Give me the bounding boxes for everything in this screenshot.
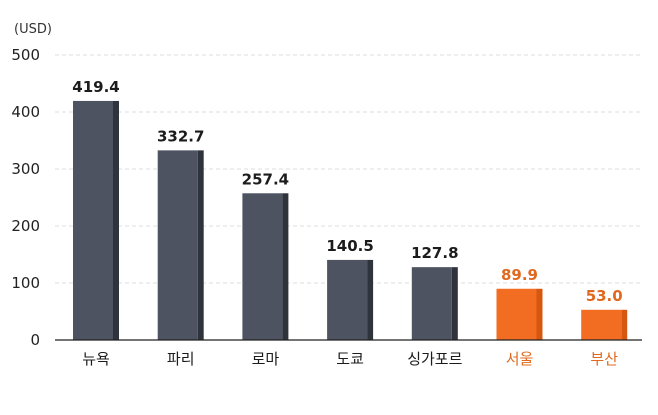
- bar-value-label: 419.4: [72, 78, 119, 96]
- y-axis-ticks: 0 100 200 300 400 500: [11, 46, 40, 349]
- y-tick-label: 400: [11, 103, 40, 121]
- bar-side: [451, 267, 458, 340]
- bar-side: [282, 193, 289, 340]
- bar-value-label: 332.7: [157, 127, 204, 145]
- y-tick-label: 500: [11, 46, 40, 64]
- category-label: 싱가포르: [407, 350, 462, 368]
- bar: [581, 309, 628, 340]
- bar: [496, 288, 543, 340]
- bar: [73, 100, 119, 340]
- y-tick-label: 0: [30, 331, 40, 349]
- category-label: 로마: [252, 350, 280, 368]
- bar-face: [242, 193, 283, 340]
- y-axis-unit: (USD): [14, 22, 52, 37]
- x-axis-categories: 뉴욕 파리 로마 도쿄 싱가포르 서울 부산: [82, 350, 618, 368]
- bar-face: [73, 100, 113, 340]
- bar-side: [536, 288, 543, 340]
- bar-side: [367, 259, 374, 340]
- category-label: 도쿄: [336, 350, 364, 368]
- bar-face: [496, 288, 537, 340]
- bar-side: [621, 309, 628, 340]
- bar-side: [197, 150, 204, 340]
- category-label: 뉴욕: [82, 350, 110, 368]
- bar: [327, 259, 374, 340]
- category-label: 서울: [506, 350, 534, 368]
- value-labels: 419.4 332.7 257.4 140.5 127.8 89.9 53.0: [72, 78, 622, 305]
- bar-face: [327, 259, 368, 340]
- bar-face: [157, 150, 198, 340]
- bar-face: [581, 309, 622, 340]
- bar-value-label: 140.5: [326, 237, 373, 255]
- category-label: 파리: [167, 350, 195, 368]
- y-tick-label: 200: [11, 217, 40, 235]
- bar-value-label: 89.9: [501, 266, 538, 284]
- y-tick-label: 300: [11, 160, 40, 178]
- bar: [157, 150, 204, 340]
- bar-side: [113, 100, 119, 340]
- bar: [242, 193, 289, 340]
- bars: [73, 100, 628, 340]
- category-label: 부산: [590, 350, 618, 368]
- bar-value-label: 53.0: [586, 287, 623, 305]
- bar-value-label: 127.8: [411, 244, 458, 262]
- bar-face: [411, 267, 452, 340]
- y-tick-label: 100: [11, 274, 40, 292]
- bar: [411, 267, 458, 340]
- bar-value-label: 257.4: [242, 170, 289, 188]
